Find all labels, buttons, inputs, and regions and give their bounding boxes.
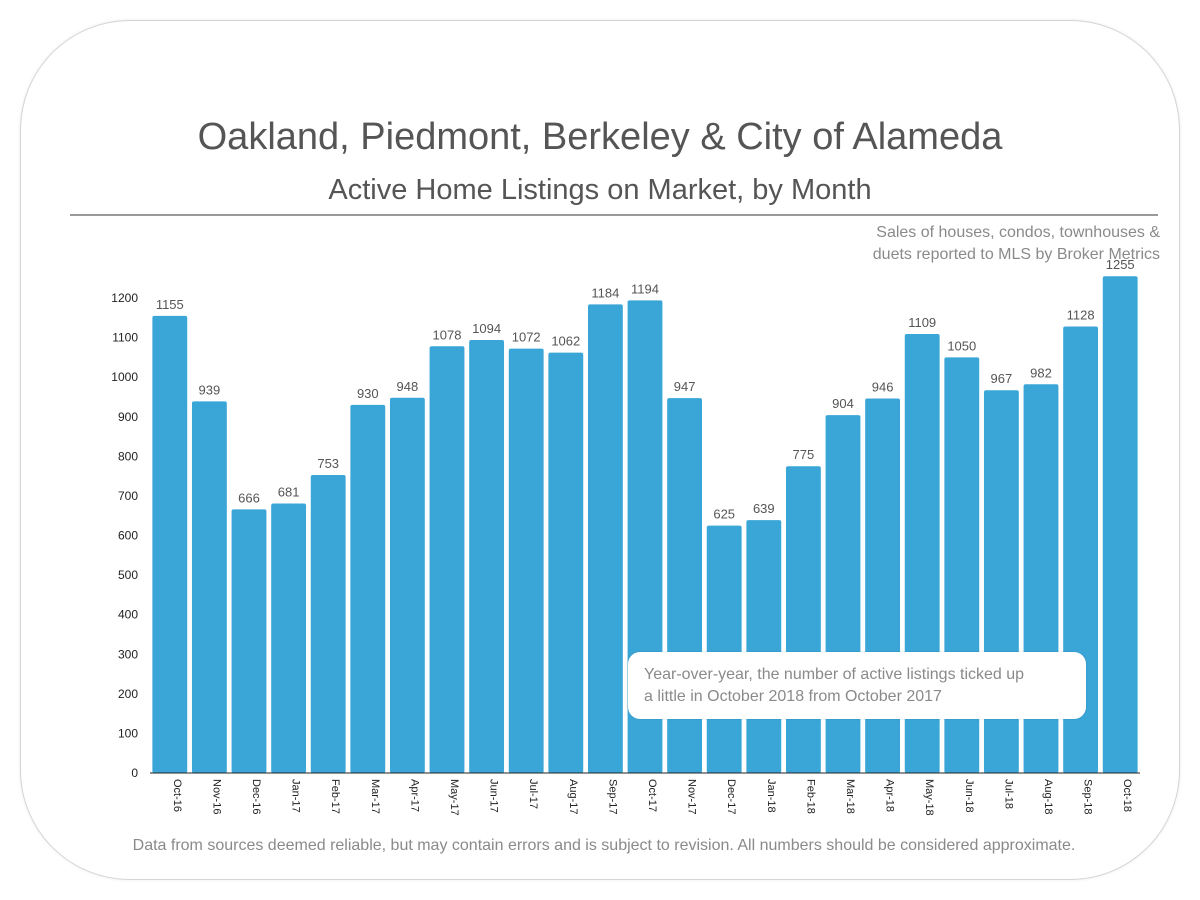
y-tick-label: 1100 — [112, 331, 138, 345]
bar-value-label: 947 — [674, 379, 696, 394]
x-tick-label: Oct-16 — [171, 779, 183, 812]
bar-value-label: 625 — [713, 507, 735, 522]
callout-line: a little in October 2018 from October 20… — [644, 688, 942, 705]
chart-frame — [20, 20, 1180, 880]
bar-value-label: 1128 — [1067, 308, 1095, 323]
y-tick-label: 900 — [118, 410, 138, 424]
bar-value-label: 948 — [397, 379, 419, 394]
x-tick-label: Feb-17 — [329, 779, 341, 814]
bar-value-label: 1062 — [551, 334, 580, 349]
bar — [508, 348, 544, 773]
bar-value-label: 666 — [238, 490, 260, 505]
x-tick-label: Sep-17 — [606, 779, 618, 814]
bar-value-label: 1072 — [512, 330, 541, 345]
x-tick-label: Mar-18 — [844, 779, 856, 814]
x-tick-label: Aug-18 — [1042, 779, 1054, 814]
bar-value-label: 1155 — [156, 297, 184, 312]
y-tick-label: 200 — [118, 687, 138, 701]
x-tick-label: Apr-18 — [884, 779, 896, 812]
bar-value-label: 904 — [832, 396, 854, 411]
bar — [350, 404, 386, 773]
bar-value-label: 967 — [991, 371, 1013, 386]
y-tick-label: 0 — [131, 766, 138, 780]
chart-title: Oakland, Piedmont, Berkeley & City of Al… — [197, 116, 1003, 158]
x-tick-label: Oct-17 — [646, 779, 658, 812]
x-tick-label: Jul-17 — [527, 779, 539, 809]
y-tick-label: 1200 — [111, 291, 138, 305]
y-tick-label: 700 — [118, 489, 138, 503]
bar-value-label: 939 — [199, 382, 221, 397]
bar — [1102, 276, 1138, 773]
x-tick-label: May-17 — [448, 779, 460, 816]
x-tick-label: Oct-18 — [1121, 779, 1133, 812]
callout-box: Year-over-year, the number of active lis… — [628, 652, 1086, 719]
y-tick-label: 100 — [118, 726, 138, 740]
bar-value-label: 753 — [317, 456, 339, 471]
y-tick-label: 800 — [118, 449, 138, 463]
x-tick-label: Jan-17 — [290, 779, 302, 813]
bar-value-label: 1094 — [472, 321, 501, 336]
bar — [825, 415, 861, 773]
bar-value-label: 1184 — [591, 285, 619, 300]
bar-value-label: 1194 — [631, 281, 659, 296]
bar — [191, 401, 227, 773]
bar — [548, 352, 584, 773]
source-note-line: duets reported to MLS by Broker Metrics — [872, 246, 1160, 263]
x-tick-label: Mar-17 — [369, 779, 381, 814]
bar-value-label: 930 — [357, 386, 379, 401]
y-tick-label: 600 — [118, 529, 138, 543]
bar — [152, 315, 188, 773]
x-tick-label: Jun-18 — [963, 779, 975, 813]
disclaimer-footer: Data from sources deemed reliable, but m… — [132, 837, 1076, 854]
bar — [429, 346, 465, 773]
x-tick-label: May-18 — [923, 779, 935, 816]
x-tick-label: Feb-18 — [804, 779, 816, 814]
bar-value-label: 1078 — [433, 327, 462, 342]
y-tick-label: 400 — [118, 608, 138, 622]
y-tick-label: 300 — [118, 647, 138, 661]
x-tick-label: Dec-16 — [250, 779, 262, 814]
source-note: Sales of houses, condos, townhouses & du… — [740, 222, 1160, 266]
title-divider — [70, 214, 1158, 216]
bar-value-label: 639 — [753, 501, 775, 516]
x-tick-label: Jul-18 — [1002, 779, 1014, 809]
bar-value-label: 681 — [278, 484, 300, 499]
x-tick-label: Dec-17 — [725, 779, 737, 814]
x-tick-label: Aug-17 — [567, 779, 579, 814]
bar-value-label: 1109 — [908, 315, 936, 330]
bar — [310, 474, 346, 773]
chart-subtitle: Active Home Listings on Market, by Month — [328, 174, 872, 206]
bar-value-label: 1255 — [1106, 257, 1135, 272]
bar-value-label: 946 — [872, 380, 894, 395]
x-tick-label: Nov-17 — [686, 779, 698, 814]
source-note-line: Sales of houses, condos, townhouses & — [876, 224, 1160, 241]
bar — [271, 503, 307, 773]
bar — [785, 466, 821, 773]
bar — [746, 520, 782, 773]
x-tick-label: Sep-18 — [1082, 779, 1094, 814]
bar-value-label: 982 — [1030, 365, 1052, 380]
bar — [706, 525, 742, 773]
bar — [469, 339, 505, 773]
x-tick-label: Nov-16 — [210, 779, 222, 814]
y-tick-label: 500 — [118, 568, 138, 582]
bar-value-label: 775 — [793, 447, 815, 462]
x-tick-label: Apr-17 — [408, 779, 420, 812]
bar-value-label: 1050 — [947, 338, 976, 353]
y-tick-label: 1000 — [111, 370, 138, 384]
x-tick-label: Jun-17 — [488, 779, 500, 813]
bar — [231, 509, 267, 773]
x-tick-label: Jan-18 — [765, 779, 777, 813]
callout-line: Year-over-year, the number of active lis… — [644, 666, 1025, 683]
bar — [389, 397, 425, 773]
bar — [587, 304, 623, 773]
